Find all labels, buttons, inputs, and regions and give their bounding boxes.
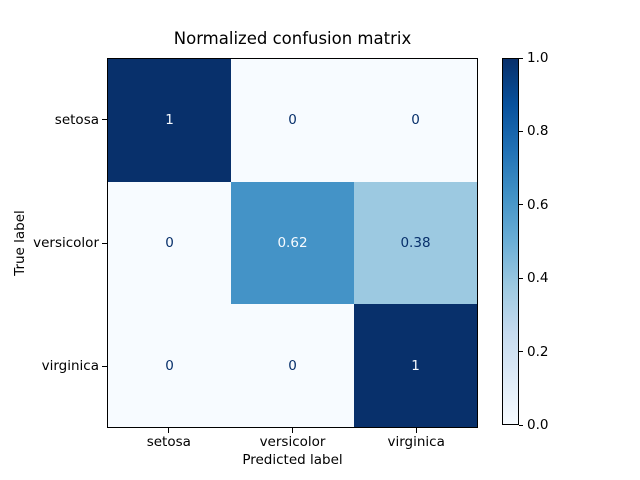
colorbar-tick-label: 0.4 [527,270,549,287]
axis-tick [519,424,523,426]
chart-title: Normalized confusion matrix [173,29,412,48]
axis-tick [102,242,107,244]
axis-tick [102,119,107,121]
colorbar-tick-label: 1.0 [527,50,549,66]
heatmap-cell: 0.62 [231,181,354,305]
heatmap-cell: 0 [108,181,231,305]
y-tick-label: virginica [41,358,99,375]
colorbar-tick-label: 0.2 [527,343,549,360]
colorbar-tick-label: 0.6 [527,196,549,213]
x-axis-label: Predicted label [242,452,343,468]
y-tick-label: setosa [54,111,99,128]
axis-tick [519,57,523,59]
axis-tick [519,204,523,206]
heatmap-cell: 0 [354,59,477,182]
heatmap-cell: 0 [231,59,354,182]
heatmap: 1 0 0 0 0.62 0.38 0 0 1 [107,58,478,428]
colorbar-tick-label: 0.8 [527,123,549,140]
colorbar-tick-label: 0.0 [527,417,549,433]
axis-tick [519,130,523,132]
heatmap-cell: 0 [108,304,231,427]
heatmap-cell: 1 [108,59,231,182]
axis-tick [102,365,107,367]
axis-tick [415,428,417,433]
axis-tick [168,428,170,433]
x-tick-label: versicolor [259,434,326,450]
heatmap-cell: 1 [354,304,477,427]
y-tick-label: versicolor [33,235,99,251]
axis-tick [519,351,523,353]
x-tick-label: virginica [387,434,445,450]
heatmap-cell: 0.38 [354,181,477,305]
heatmap-cell: 0 [231,304,354,427]
axis-tick [519,277,523,279]
colorbar [502,58,519,425]
x-tick-label: setosa [146,434,191,450]
axis-tick [292,428,293,433]
